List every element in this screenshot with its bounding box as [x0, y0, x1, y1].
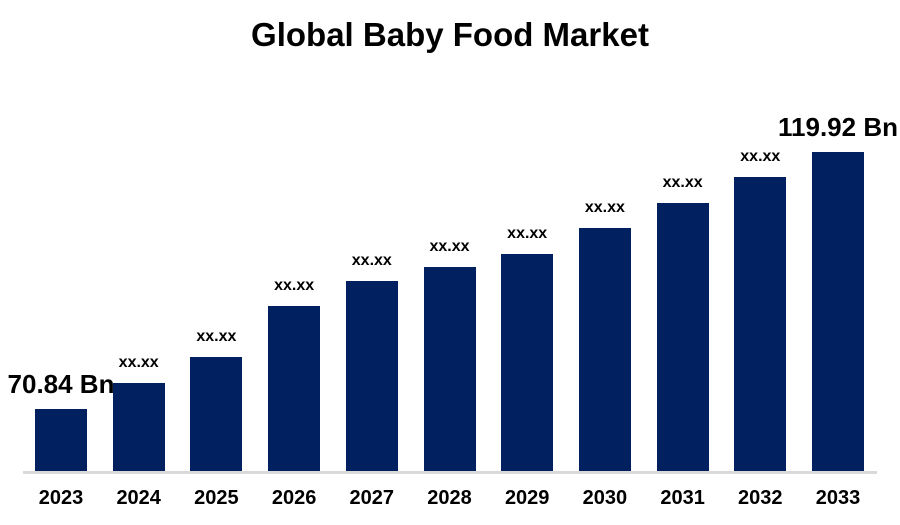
bar-2031 [656, 203, 709, 471]
bar-value-label-2028: xx.xx [429, 238, 470, 255]
bar-value-label-2026: xx.xx [274, 277, 315, 294]
bar-2025 [190, 357, 243, 471]
x-axis-label-2031: 2031 [660, 487, 705, 509]
bar-value-label-2029: xx.xx [507, 225, 548, 242]
bar-value-label-2025: xx.xx [196, 328, 237, 345]
bar-value-label-2024: xx.xx [118, 354, 159, 371]
bar-2028 [423, 267, 476, 471]
bar-value-label-2027: xx.xx [351, 252, 392, 269]
x-axis-label-2029: 2029 [504, 487, 550, 509]
bar-2027 [345, 281, 398, 471]
x-axis-label-2026: 2026 [271, 487, 317, 509]
x-axis-label-2033: 2033 [815, 487, 861, 509]
bar-value-label-2032: xx.xx [740, 148, 781, 165]
bar-value-label-2031: xx.xx [662, 174, 703, 191]
x-axis-label-2030: 2030 [582, 487, 628, 509]
x-axis-label-2025: 2025 [194, 487, 239, 509]
x-axis-label-2024: 2024 [116, 487, 161, 509]
x-axis-label-2023: 2023 [38, 487, 84, 509]
bar-value-label-2023: 70.84 Bn [7, 369, 115, 399]
x-axis-line [23, 471, 877, 474]
bar-2032 [734, 177, 787, 471]
bar-value-label-2030: xx.xx [584, 199, 625, 216]
x-axis-label-2028: 2028 [427, 487, 472, 509]
bar-2033 [812, 152, 864, 471]
bar-2030 [578, 228, 631, 471]
bar-2026 [268, 306, 321, 471]
x-axis-label-2032: 2032 [738, 487, 783, 509]
bar-2029 [501, 254, 554, 471]
bar-value-label-2033: 119.92 Bn [778, 112, 898, 142]
chart-title: Global Baby Food Market [251, 16, 649, 53]
x-axis-label-2027: 2027 [349, 487, 395, 509]
bar-2024 [112, 383, 165, 471]
bar-2023 [35, 409, 87, 471]
